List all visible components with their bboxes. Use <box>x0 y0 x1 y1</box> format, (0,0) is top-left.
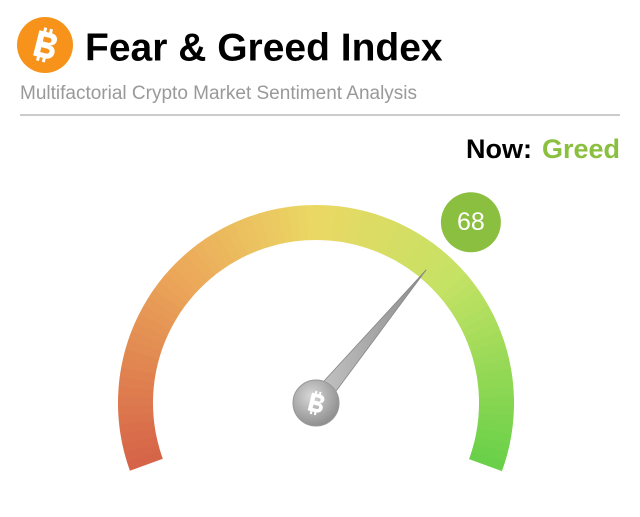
gauge-segment <box>417 248 447 281</box>
gauge-segment <box>123 348 160 367</box>
chart-title: Fear & Greed Index <box>85 26 443 69</box>
gauge-segment <box>469 451 506 472</box>
hub-logo-bar <box>318 391 322 396</box>
gauge-segment <box>475 428 512 444</box>
gauge-segment <box>224 222 249 259</box>
hub-logo-bar <box>313 411 317 416</box>
gauge-segment <box>118 412 154 425</box>
gauge-segment <box>143 296 179 323</box>
gauge-segment <box>118 404 154 416</box>
bitcoin-logo <box>17 17 73 73</box>
gauge-segment <box>411 242 440 276</box>
gauge-segment <box>124 443 161 462</box>
hub-logo-b <box>307 392 325 413</box>
gauge-segment <box>429 260 461 292</box>
gauge-segment <box>473 436 510 454</box>
gauge-segment <box>377 219 400 256</box>
gauge-segment <box>121 357 158 374</box>
gauge-segment <box>444 281 479 310</box>
gauge-segment <box>474 358 511 375</box>
gauge-segment <box>362 213 382 250</box>
gauge-segment <box>268 208 286 245</box>
gauge-segment <box>120 428 157 444</box>
gauge-segment <box>478 405 514 416</box>
gauge-segment <box>354 210 373 247</box>
gauge-segment <box>153 281 188 310</box>
gauge-segment <box>384 223 408 259</box>
gauge-segment <box>128 330 165 352</box>
gauge-segment <box>439 274 473 304</box>
status-label: Now: <box>466 134 532 164</box>
gauge-segment <box>119 420 156 434</box>
gauge-segment <box>347 208 364 245</box>
gauge-segment <box>250 213 271 250</box>
gauge-segment <box>192 242 222 276</box>
gauge-segment <box>131 322 168 344</box>
hub-logo-bar <box>309 410 313 415</box>
gauge-segment <box>122 435 159 453</box>
gauge-segment <box>316 205 326 241</box>
gauge-segment <box>200 236 228 271</box>
gauge-segment <box>171 260 204 292</box>
hub-logo-bar <box>314 390 318 395</box>
gauge-segment <box>135 313 171 337</box>
gauge-segment <box>331 205 345 242</box>
gauge-segment <box>259 210 278 247</box>
gauge-segment <box>461 313 498 338</box>
gauge-segment <box>478 396 514 407</box>
gauge-segment <box>339 207 355 244</box>
gauge-segment <box>118 386 154 398</box>
gauge-segment <box>208 231 235 267</box>
gauge-segment <box>287 205 301 242</box>
gauge-segment <box>423 254 454 287</box>
gauge-segment <box>470 340 507 360</box>
gauge-segment <box>241 215 263 252</box>
value-label: 68 <box>457 208 485 236</box>
status-value: Greed <box>542 134 620 164</box>
gauge: 68 <box>117 192 514 472</box>
gauge-segment <box>185 247 215 281</box>
value-bubble <box>440 192 501 253</box>
gauge-segment <box>118 376 155 390</box>
gauge-segment <box>148 289 183 317</box>
gauge-segment <box>159 274 193 304</box>
chart-subtitle: Multifactorial Crypto Market Sentiment A… <box>20 83 417 104</box>
gauge-segment <box>398 231 425 267</box>
gauge-segment <box>464 322 501 345</box>
gauge-segment <box>233 219 256 255</box>
gauge-segment <box>117 395 154 406</box>
gauge-segment <box>297 205 309 241</box>
gauge-segment <box>467 331 504 352</box>
gauge-segment <box>119 367 156 382</box>
gauge-segment <box>165 266 198 298</box>
gauge-segment <box>477 377 514 390</box>
gauge-segment <box>453 297 489 324</box>
gauge-segment <box>457 305 494 330</box>
gauge-segment <box>472 349 510 367</box>
gauge-segment <box>476 420 513 435</box>
gauge-segment <box>404 236 433 271</box>
gauge-segment <box>125 339 162 359</box>
gauge-segment <box>478 386 514 398</box>
gauge-segment <box>391 227 417 263</box>
gauge-segment <box>369 216 391 253</box>
gauge-segment <box>126 450 163 471</box>
gauge-segment <box>449 289 484 317</box>
gauge-segment <box>216 227 242 263</box>
gauge-segment <box>434 267 467 298</box>
gauge-segment <box>471 443 508 463</box>
gauge-segment <box>178 253 209 286</box>
hub-logo <box>307 390 325 416</box>
gauge-segment <box>139 305 175 330</box>
gauge-segment <box>306 205 317 241</box>
